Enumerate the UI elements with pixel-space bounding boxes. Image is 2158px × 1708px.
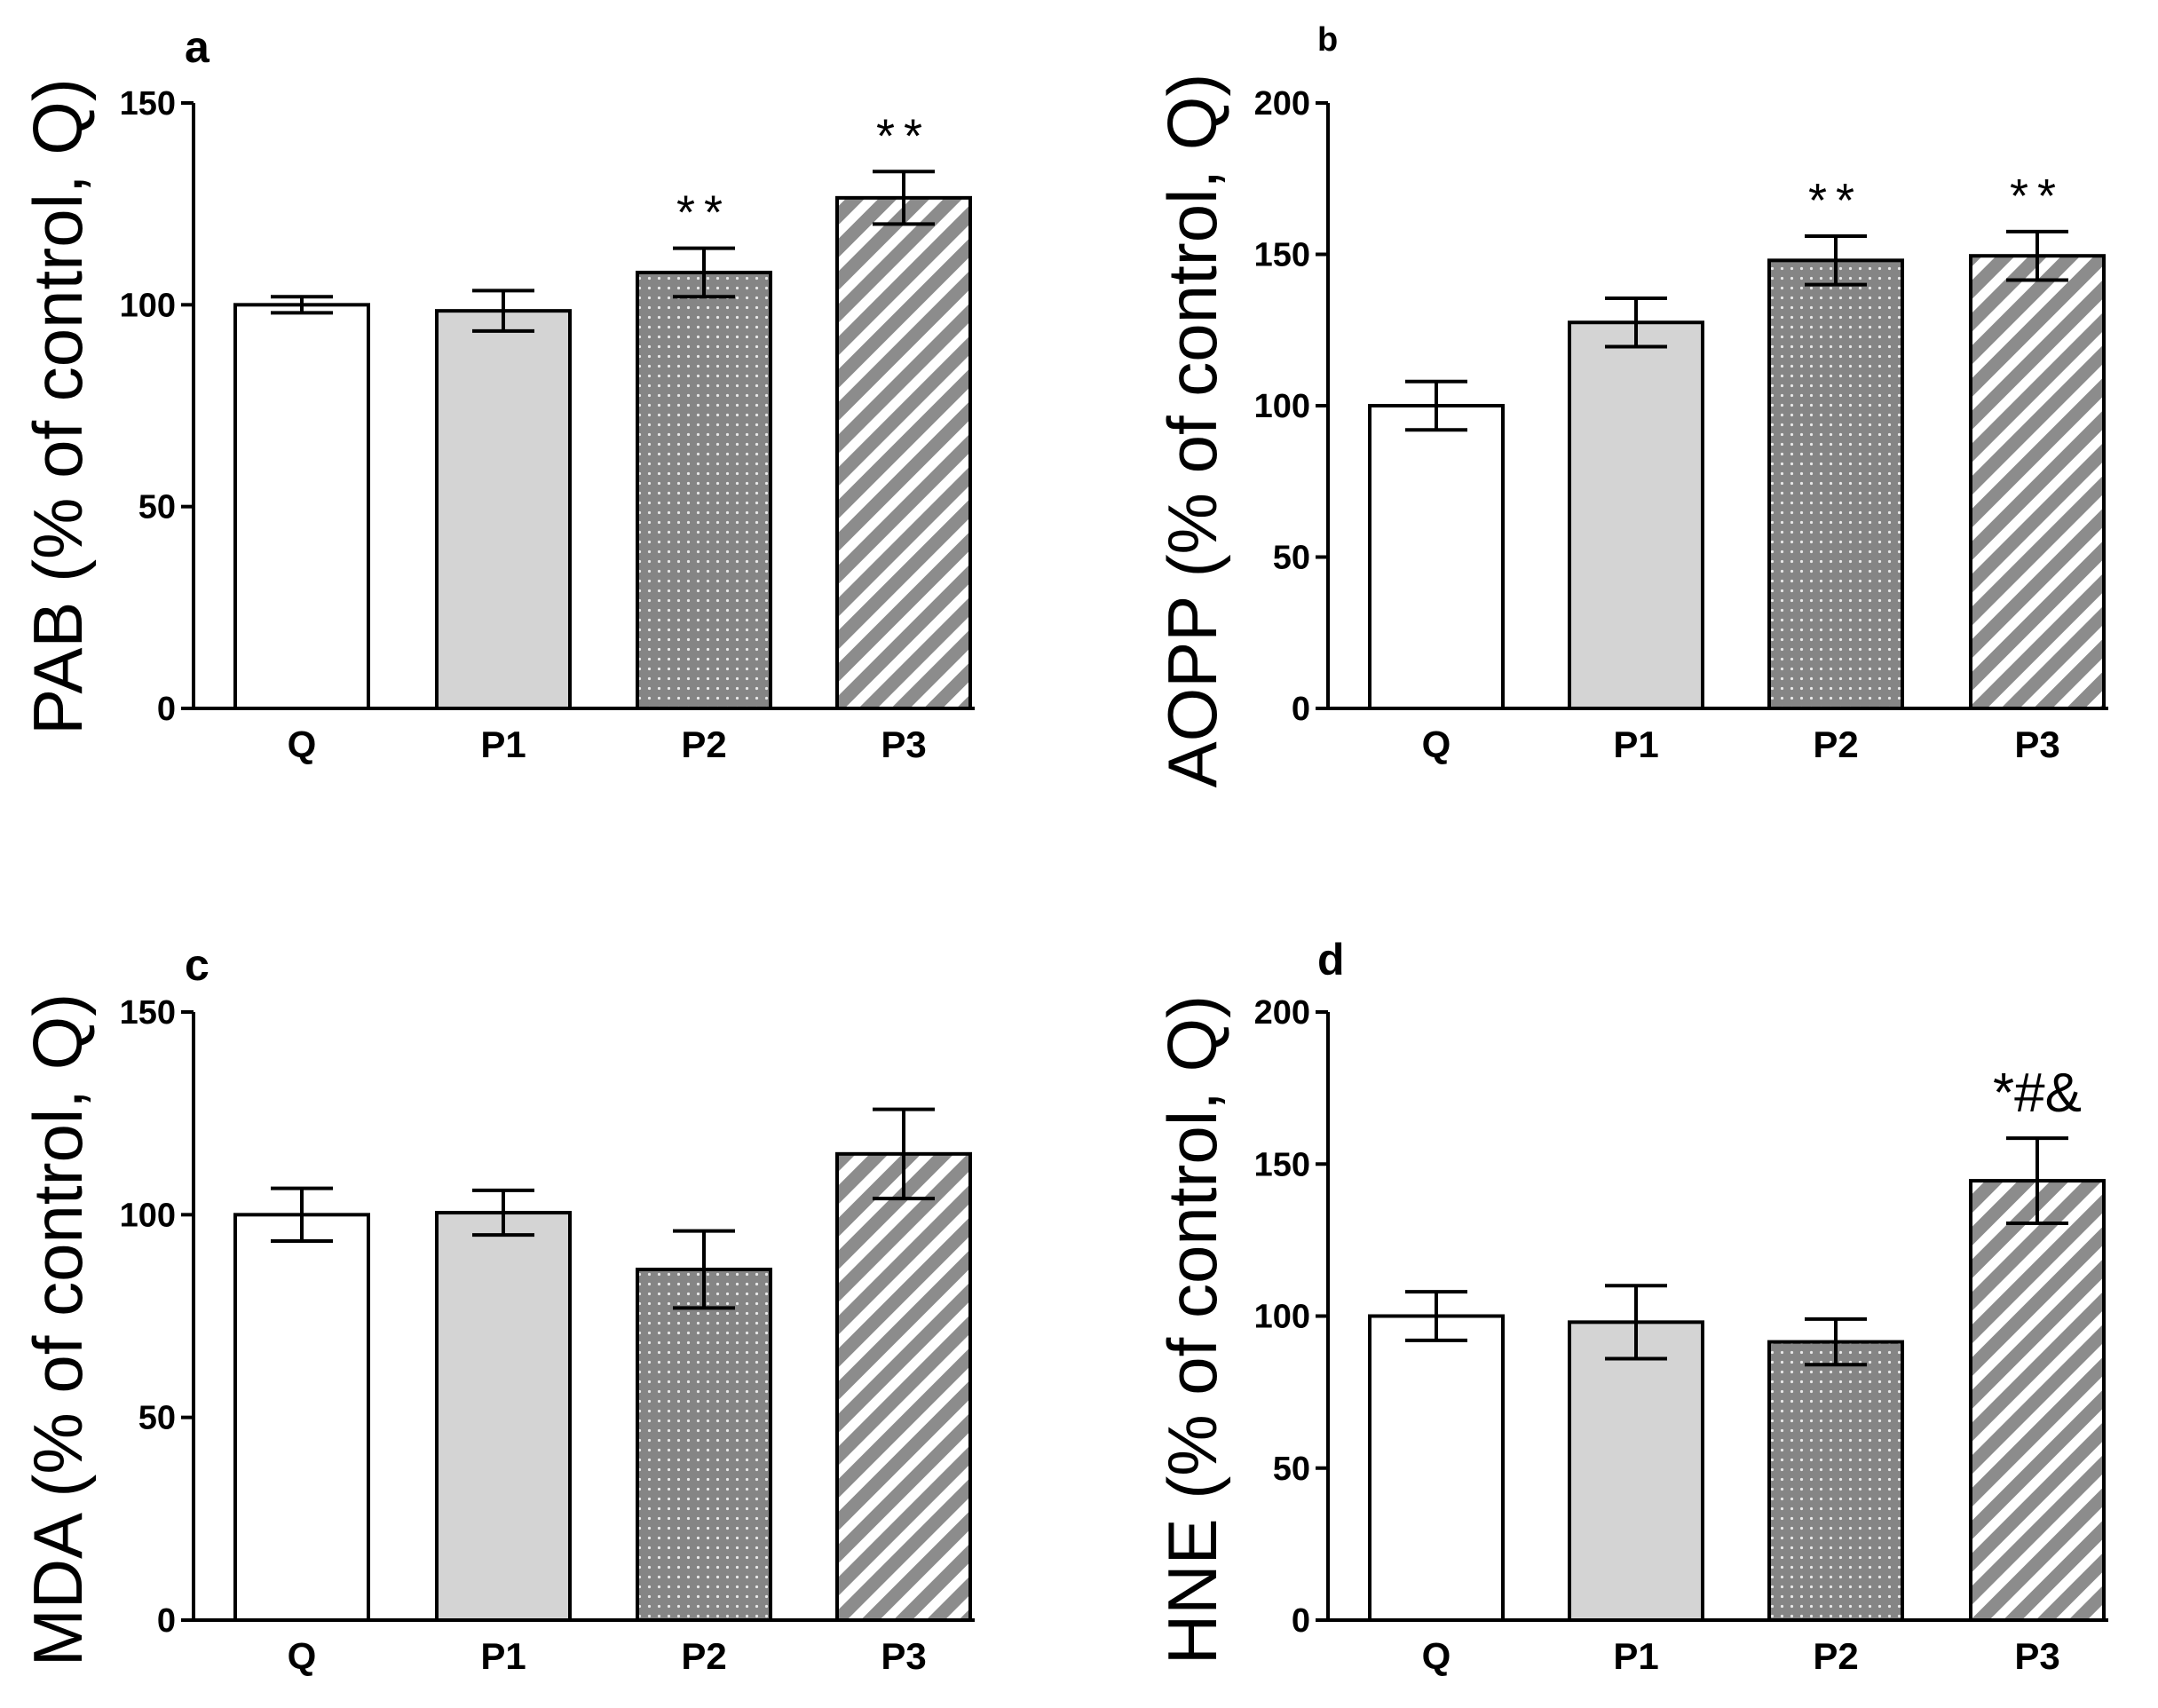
y-tick-label: 200 <box>1254 85 1310 123</box>
category-label: P1 <box>480 724 526 765</box>
panel-b-ylabel: AOPP (% of control, Q) <box>1153 74 1231 788</box>
bar-p1 <box>435 1211 572 1623</box>
bar-p2 <box>1767 258 1904 710</box>
bar-p3 <box>1969 254 2106 710</box>
panel-b: AOPP (% of control, Q) b 0 50 100 150 200 Q P1… <box>1153 21 2108 787</box>
category-label: P1 <box>1613 724 1658 765</box>
bar-p1 <box>1568 320 1704 710</box>
significance-annotation: ** <box>2010 170 2065 223</box>
panel-c-plot: 0 50 100 150 Q P1 P2 P3 <box>120 994 975 1677</box>
bar-p1 <box>435 309 572 710</box>
bar-p2 <box>1767 1340 1904 1623</box>
significance-annotation: ** <box>676 186 731 240</box>
category-label: Q <box>1422 724 1451 765</box>
bar-p3 <box>835 1151 972 1623</box>
category-label: P3 <box>2014 1635 2059 1677</box>
category-label: P2 <box>681 724 726 765</box>
category-label: Q <box>288 1635 317 1677</box>
bar-p2 <box>636 1267 772 1622</box>
category-label: P3 <box>881 1635 926 1677</box>
panel-d-letter: d <box>1317 935 1345 984</box>
significance-annotation: *#& <box>1993 1063 2082 1124</box>
bar-p3 <box>835 195 972 710</box>
category-label: P2 <box>1813 1635 1858 1677</box>
category-label: P1 <box>480 1635 526 1677</box>
category-label: P1 <box>1613 1635 1658 1677</box>
y-tick-label: 150 <box>120 85 176 123</box>
panel-c: MDA (% of control, Q) c 0 50 100 150 Q P1 P2 P3 <box>19 940 975 1677</box>
category-label: P2 <box>1813 724 1858 765</box>
panel-a-letter: a <box>185 22 210 72</box>
y-tick-label: 0 <box>1292 691 1310 728</box>
panel-d: HNE (% of control, Q) d 0 50 100 150 200 Q P1 P… <box>1153 935 2108 1677</box>
bar-q <box>233 1213 370 1623</box>
category-label: P3 <box>2014 724 2059 765</box>
category-label: Q <box>288 724 317 765</box>
y-tick-label: 150 <box>1254 1146 1310 1183</box>
panel-b-letter: b <box>1317 21 1338 59</box>
panel-d-plot: 0 50 100 150 200 Q P1 P2 P3 *#& <box>1254 994 2108 1677</box>
y-tick-label: 200 <box>1254 994 1310 1032</box>
significance-annotation: ** <box>1808 174 1863 227</box>
category-label: Q <box>1422 1635 1451 1677</box>
panel-c-letter: c <box>185 940 209 990</box>
bar-p2 <box>636 270 772 710</box>
y-tick-label: 0 <box>157 1602 176 1640</box>
y-tick-label: 0 <box>1292 1602 1310 1640</box>
y-tick-label: 50 <box>138 489 176 526</box>
panel-a: PAB (% of control, Q) a 0 50 100 150 Q P1 P2 **… <box>19 22 975 765</box>
y-tick-label: 100 <box>120 287 176 324</box>
y-tick-label: 50 <box>138 1400 176 1437</box>
panel-c-ylabel: MDA (% of control, Q) <box>19 993 97 1667</box>
y-tick-label: 50 <box>1273 540 1310 577</box>
panel-a-ylabel: PAB (% of control, Q) <box>19 78 97 735</box>
category-label: P2 <box>681 1635 726 1677</box>
y-tick-label: 100 <box>1254 1299 1310 1336</box>
panel-a-plot: 0 50 100 150 Q P1 P2 ** P3 ** <box>120 85 975 765</box>
bar-q <box>1368 1314 1505 1622</box>
bar-p1 <box>1568 1320 1704 1622</box>
bar-p3 <box>1969 1179 2106 1623</box>
y-tick-label: 150 <box>120 994 176 1032</box>
bar-q <box>1368 404 1505 710</box>
panel-b-plot: 0 50 100 150 200 Q P1 P2 ** P3 ** <box>1254 85 2108 765</box>
significance-annotation: ** <box>876 109 931 162</box>
y-tick-label: 100 <box>1254 388 1310 425</box>
category-label: P3 <box>881 724 926 765</box>
y-tick-label: 0 <box>157 691 176 728</box>
y-tick-label: 150 <box>1254 237 1310 274</box>
y-tick-label: 100 <box>120 1197 176 1234</box>
y-tick-label: 50 <box>1273 1451 1310 1488</box>
panel-d-ylabel: HNE (% of control, Q) <box>1153 995 1231 1665</box>
bar-q <box>233 303 370 710</box>
